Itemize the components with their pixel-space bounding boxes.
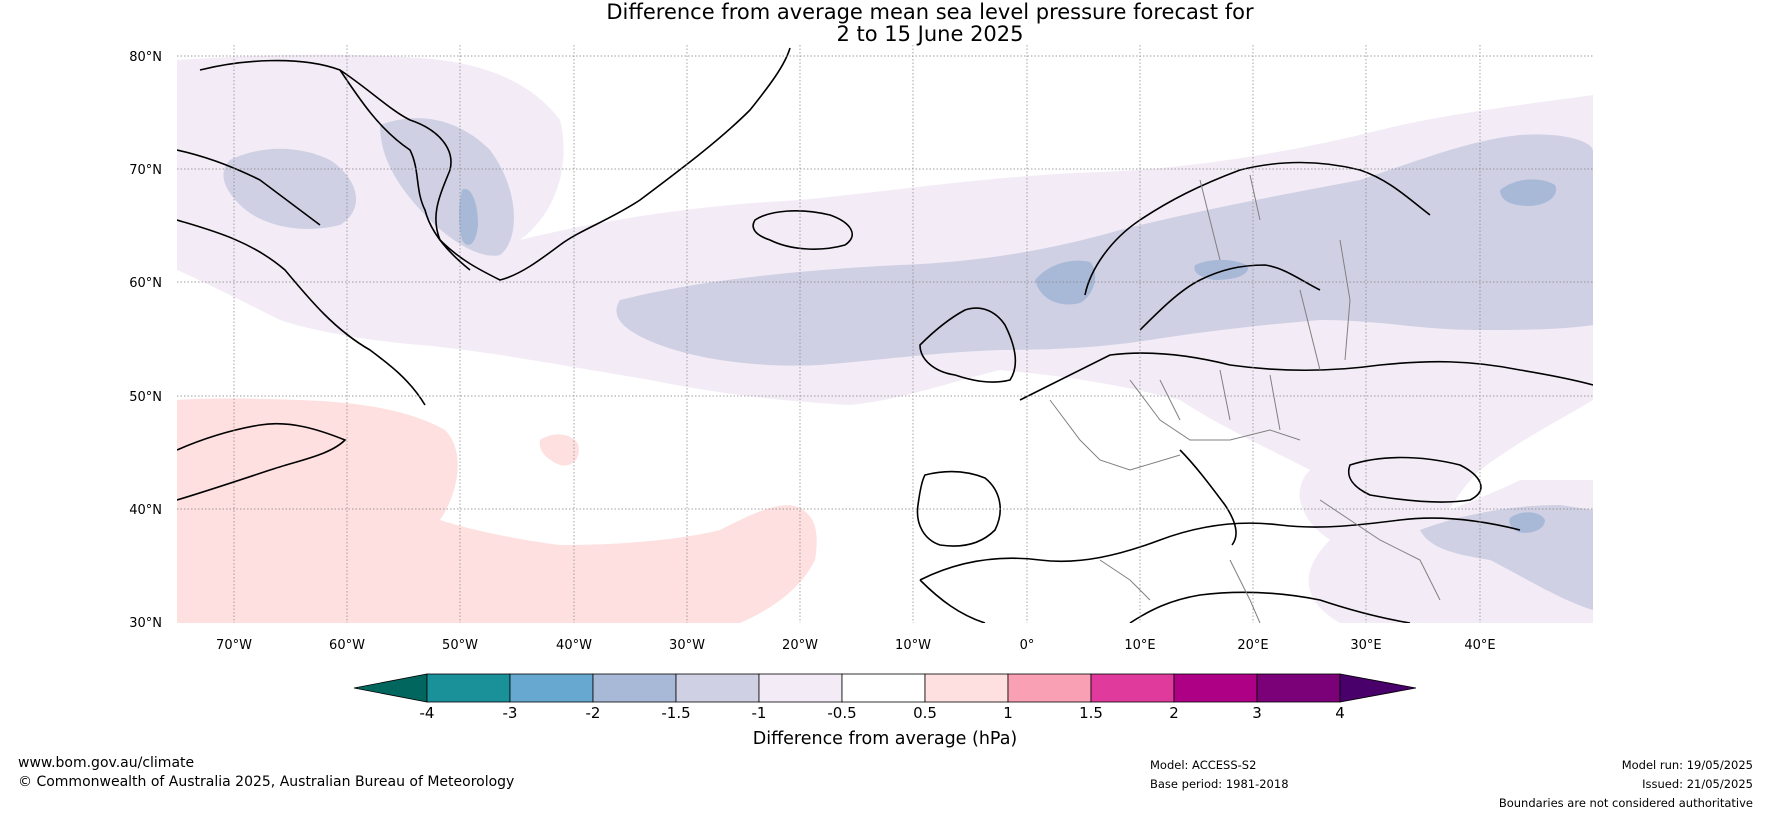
colorbar-bin xyxy=(509,673,594,703)
europe-coast xyxy=(1019,352,1593,401)
colorbar-bin xyxy=(1256,673,1341,703)
footer-copyright: © Commonwealth of Australia 2025, Austra… xyxy=(18,774,515,790)
band-neg-1p5-to-neg-2-sweden xyxy=(1194,259,1249,280)
italy-coast xyxy=(1179,449,1237,546)
colorbar-bin xyxy=(924,673,1009,703)
colorbar-extend-low xyxy=(353,673,428,703)
band-neg-1p5-to-neg-2-russia xyxy=(1500,179,1557,206)
colorbar-tick: 4 xyxy=(1335,704,1345,722)
colorbar-bin xyxy=(758,673,843,703)
colorbar-tick: -2 xyxy=(586,704,601,722)
lon-label: 0° xyxy=(1020,638,1035,653)
lon-label: 40°E xyxy=(1464,638,1495,653)
baffin-coast xyxy=(177,149,321,226)
lat-labels: 80°N 70°N 60°N 50°N 40°N 30°N xyxy=(129,50,162,631)
iberia-coast xyxy=(916,470,1001,547)
lon-label: 60°W xyxy=(329,638,365,653)
colorbar-bin xyxy=(426,673,511,703)
gridlines xyxy=(177,45,1593,623)
africa-coast xyxy=(919,579,1411,623)
colorbar-tick: 0.5 xyxy=(913,704,937,722)
lat-label: 30°N xyxy=(129,616,162,631)
colorbar-bin xyxy=(1173,673,1258,703)
lon-labels: 70°W 60°W 50°W 40°W 30°W 20°W 10°W 0° 10… xyxy=(216,638,1496,653)
lat-label: 70°N xyxy=(129,163,162,178)
colorbar-tick: 3 xyxy=(1252,704,1262,722)
footer-disclaimer: Boundaries are not considered authoritat… xyxy=(1498,796,1753,810)
colorbar-label: Difference from average (hPa) xyxy=(753,729,1018,749)
colorbar-extend-high xyxy=(1339,673,1417,703)
lon-label: 30°E xyxy=(1350,638,1381,653)
footer-website: www.bom.gov.au/climate xyxy=(18,755,195,771)
band-neg-1p5-to-neg-2-turkey xyxy=(1509,512,1545,533)
footer-model: Model: ACCESS-S2 xyxy=(1150,758,1257,772)
band-neg-1-to-neg-1p5-med xyxy=(1420,505,1593,610)
lat-label: 50°N xyxy=(129,390,162,405)
colorbar xyxy=(353,673,1417,703)
map-title-line1: Difference from average mean sea level p… xyxy=(606,0,1254,24)
labrador-coast xyxy=(177,219,426,406)
band-neg-1p5-to-neg-2-greenland xyxy=(459,189,478,245)
lat-label: 40°N xyxy=(129,503,162,518)
band-neg-1-to-neg-1p5-baffin xyxy=(223,148,357,229)
colorbar-tick: -1 xyxy=(752,704,767,722)
black-sea-coast xyxy=(1348,456,1482,503)
colorbar-bin xyxy=(1090,673,1175,703)
band-neg-1p5-to-neg-2-norway xyxy=(1035,260,1096,305)
greenland-west xyxy=(339,69,471,271)
lon-label: 40°W xyxy=(556,638,592,653)
colorbar-bin xyxy=(1007,673,1092,703)
colorbar-bin xyxy=(841,673,926,703)
baltic-coast xyxy=(1139,264,1321,331)
uk-ireland-coast xyxy=(919,307,1017,383)
lat-label: 80°N xyxy=(129,50,162,65)
nova-scotia-coast xyxy=(177,422,347,501)
mediterranean-coast xyxy=(919,517,1521,581)
colorbar-bin xyxy=(592,673,677,703)
colorbar-tick: 1.5 xyxy=(1079,704,1103,722)
colorbar-tick: -0.5 xyxy=(827,704,856,722)
footer-issued: Issued: 21/05/2025 xyxy=(1642,777,1753,791)
map-title-line2: 2 to 15 June 2025 xyxy=(836,22,1024,46)
iceland-coast xyxy=(752,210,853,250)
colorbar-ticks: -4 -3 -2 -1.5 -1 -0.5 0.5 1 1.5 2 3 4 xyxy=(420,704,1345,722)
lon-label: 70°W xyxy=(216,638,252,653)
greenland-coast xyxy=(199,47,791,281)
band-neg-1-to-neg-1p5-greenland xyxy=(380,118,514,256)
colorbar-tick: -4 xyxy=(420,704,435,722)
band-pos-0p5-to-1 xyxy=(177,398,817,623)
lat-label: 60°N xyxy=(129,276,162,291)
band-pos-0p5-to-1-island xyxy=(539,434,579,466)
lon-label: 20°E xyxy=(1237,638,1268,653)
lon-label: 30°W xyxy=(669,638,705,653)
colorbar-bin xyxy=(675,673,760,703)
anomaly-shading xyxy=(177,54,1593,623)
lon-label: 20°W xyxy=(782,638,818,653)
lon-label: 10°W xyxy=(895,638,931,653)
footer-model-run: Model run: 19/05/2025 xyxy=(1621,758,1753,772)
colorbar-tick: 2 xyxy=(1169,704,1179,722)
colorbar-tick: 1 xyxy=(1003,704,1013,722)
colorbar-tick: -1.5 xyxy=(661,704,690,722)
lon-label: 10°E xyxy=(1124,638,1155,653)
norway-coast xyxy=(1084,161,1431,296)
lon-label: 50°W xyxy=(442,638,478,653)
footer-base-period: Base period: 1981-2018 xyxy=(1150,777,1289,791)
coastlines xyxy=(177,47,1593,623)
country-borders xyxy=(1049,174,1441,623)
colorbar-tick: -3 xyxy=(503,704,518,722)
